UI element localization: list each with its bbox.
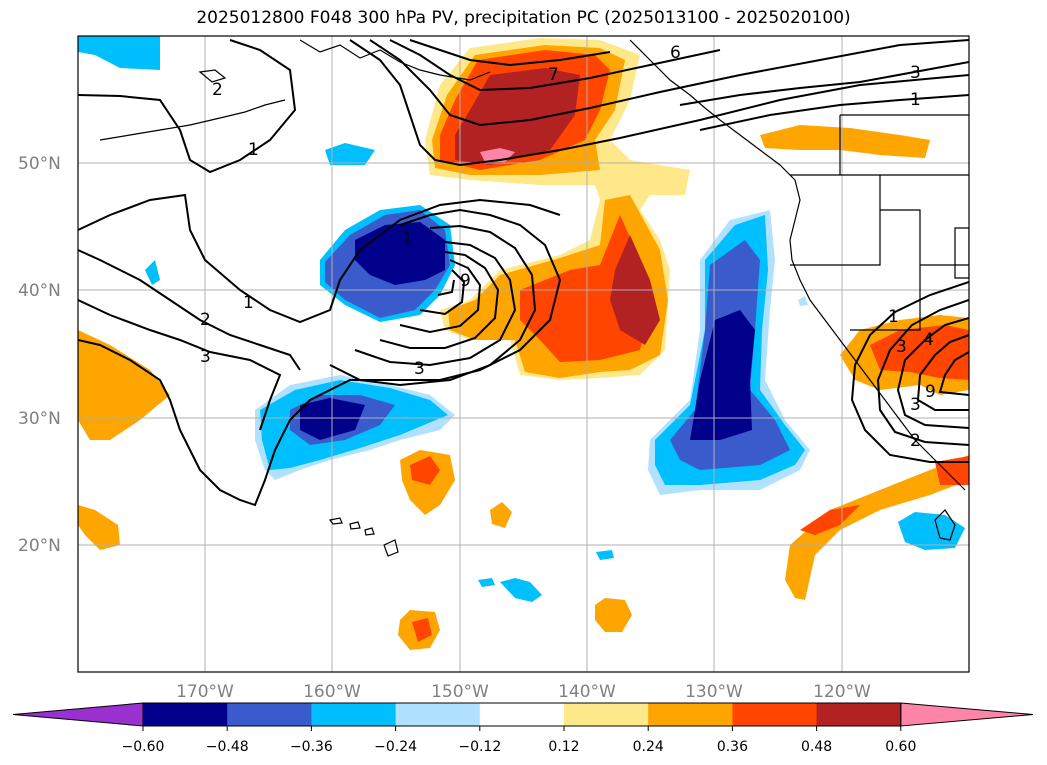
colorbar-swatch — [732, 703, 818, 726]
longitude-labels: 170°W 160°W 150°W 140°W 130°W 120°W — [176, 682, 871, 702]
contour-label: 1 — [248, 140, 259, 160]
colorbar: −0.60 −0.48 −0.36 −0.24 −0.12 0.12 0.24 0.36 0.4… — [12, 702, 1034, 755]
contour-label: 3 — [910, 395, 921, 415]
colorbar-tick-label: −0.24 — [374, 739, 417, 755]
colorbar-tick-label: −0.60 — [122, 739, 165, 755]
map-frame — [77, 35, 970, 673]
contour-label: 1 — [402, 229, 413, 249]
contour-label: 2 — [910, 431, 921, 451]
latitude-label: 20°N — [18, 536, 61, 556]
contour-label: 3 — [414, 359, 425, 379]
latitude-label: 40°N — [18, 281, 61, 301]
contour-label: 1 — [243, 293, 254, 313]
colorbar-tick-label: 0.60 — [885, 739, 916, 755]
longitude-label: 170°W — [176, 682, 234, 702]
contour-label: 2 — [200, 310, 211, 330]
map-gridlines — [78, 36, 969, 672]
contour-label: 7 — [548, 65, 559, 85]
longitude-label: 160°W — [303, 682, 361, 702]
latitude-label: 50°N — [18, 154, 61, 174]
colorbar-tick-label: 0.12 — [548, 739, 579, 755]
colorbar-tick-label: 0.24 — [633, 739, 664, 755]
contour-label: 9 — [925, 382, 936, 402]
longitude-label: 120°W — [813, 682, 871, 702]
pv-contours — [78, 39, 969, 507]
latitude-labels: 50°N 40°N 30°N 20°N — [18, 154, 61, 556]
colorbar-swatch — [143, 703, 228, 726]
colorbar-tick-label: 0.48 — [801, 739, 832, 755]
contour-label: 3 — [200, 347, 211, 367]
contour-label: 6 — [670, 43, 681, 63]
colorbar-swatch — [816, 703, 902, 726]
contour-label: 1 — [888, 307, 899, 327]
colorbar-frame — [142, 702, 902, 727]
colorbar-swatch — [564, 703, 649, 726]
colorbar-extend-high — [900, 702, 1034, 727]
contour-label: 1 — [910, 90, 921, 110]
longitude-label: 140°W — [558, 682, 616, 702]
colorbar-swatch — [479, 703, 565, 726]
longitude-label: 150°W — [431, 682, 489, 702]
chart-title: 2025012800 F048 300 hPa PV, precipitatio… — [196, 8, 851, 28]
colorbar-extend-low — [12, 702, 144, 727]
contour-label: 9 — [460, 271, 471, 291]
colorbar-tick-label: −0.36 — [290, 739, 333, 755]
colorbar-swatch — [395, 703, 481, 726]
colorbar-swatch — [227, 703, 312, 726]
latitude-label: 30°N — [18, 409, 61, 429]
coastlines — [99, 39, 969, 557]
colorbar-swatch — [648, 703, 733, 726]
contour-label: 3 — [910, 63, 921, 83]
contour-labels: 2 1 1 2 3 1 9 3 7 6 3 1 1 3 4 2 9 3 — [200, 43, 936, 451]
contour-label: 4 — [923, 330, 934, 350]
contour-label: 3 — [896, 337, 907, 357]
longitude-label: 130°W — [685, 682, 743, 702]
colorbar-tick-label: −0.48 — [206, 739, 249, 755]
colorbar-tick-label: 0.36 — [717, 739, 748, 755]
contour-label: 2 — [212, 80, 223, 100]
colorbar-tick-label: −0.12 — [458, 739, 501, 755]
colorbar-swatch — [311, 703, 397, 726]
